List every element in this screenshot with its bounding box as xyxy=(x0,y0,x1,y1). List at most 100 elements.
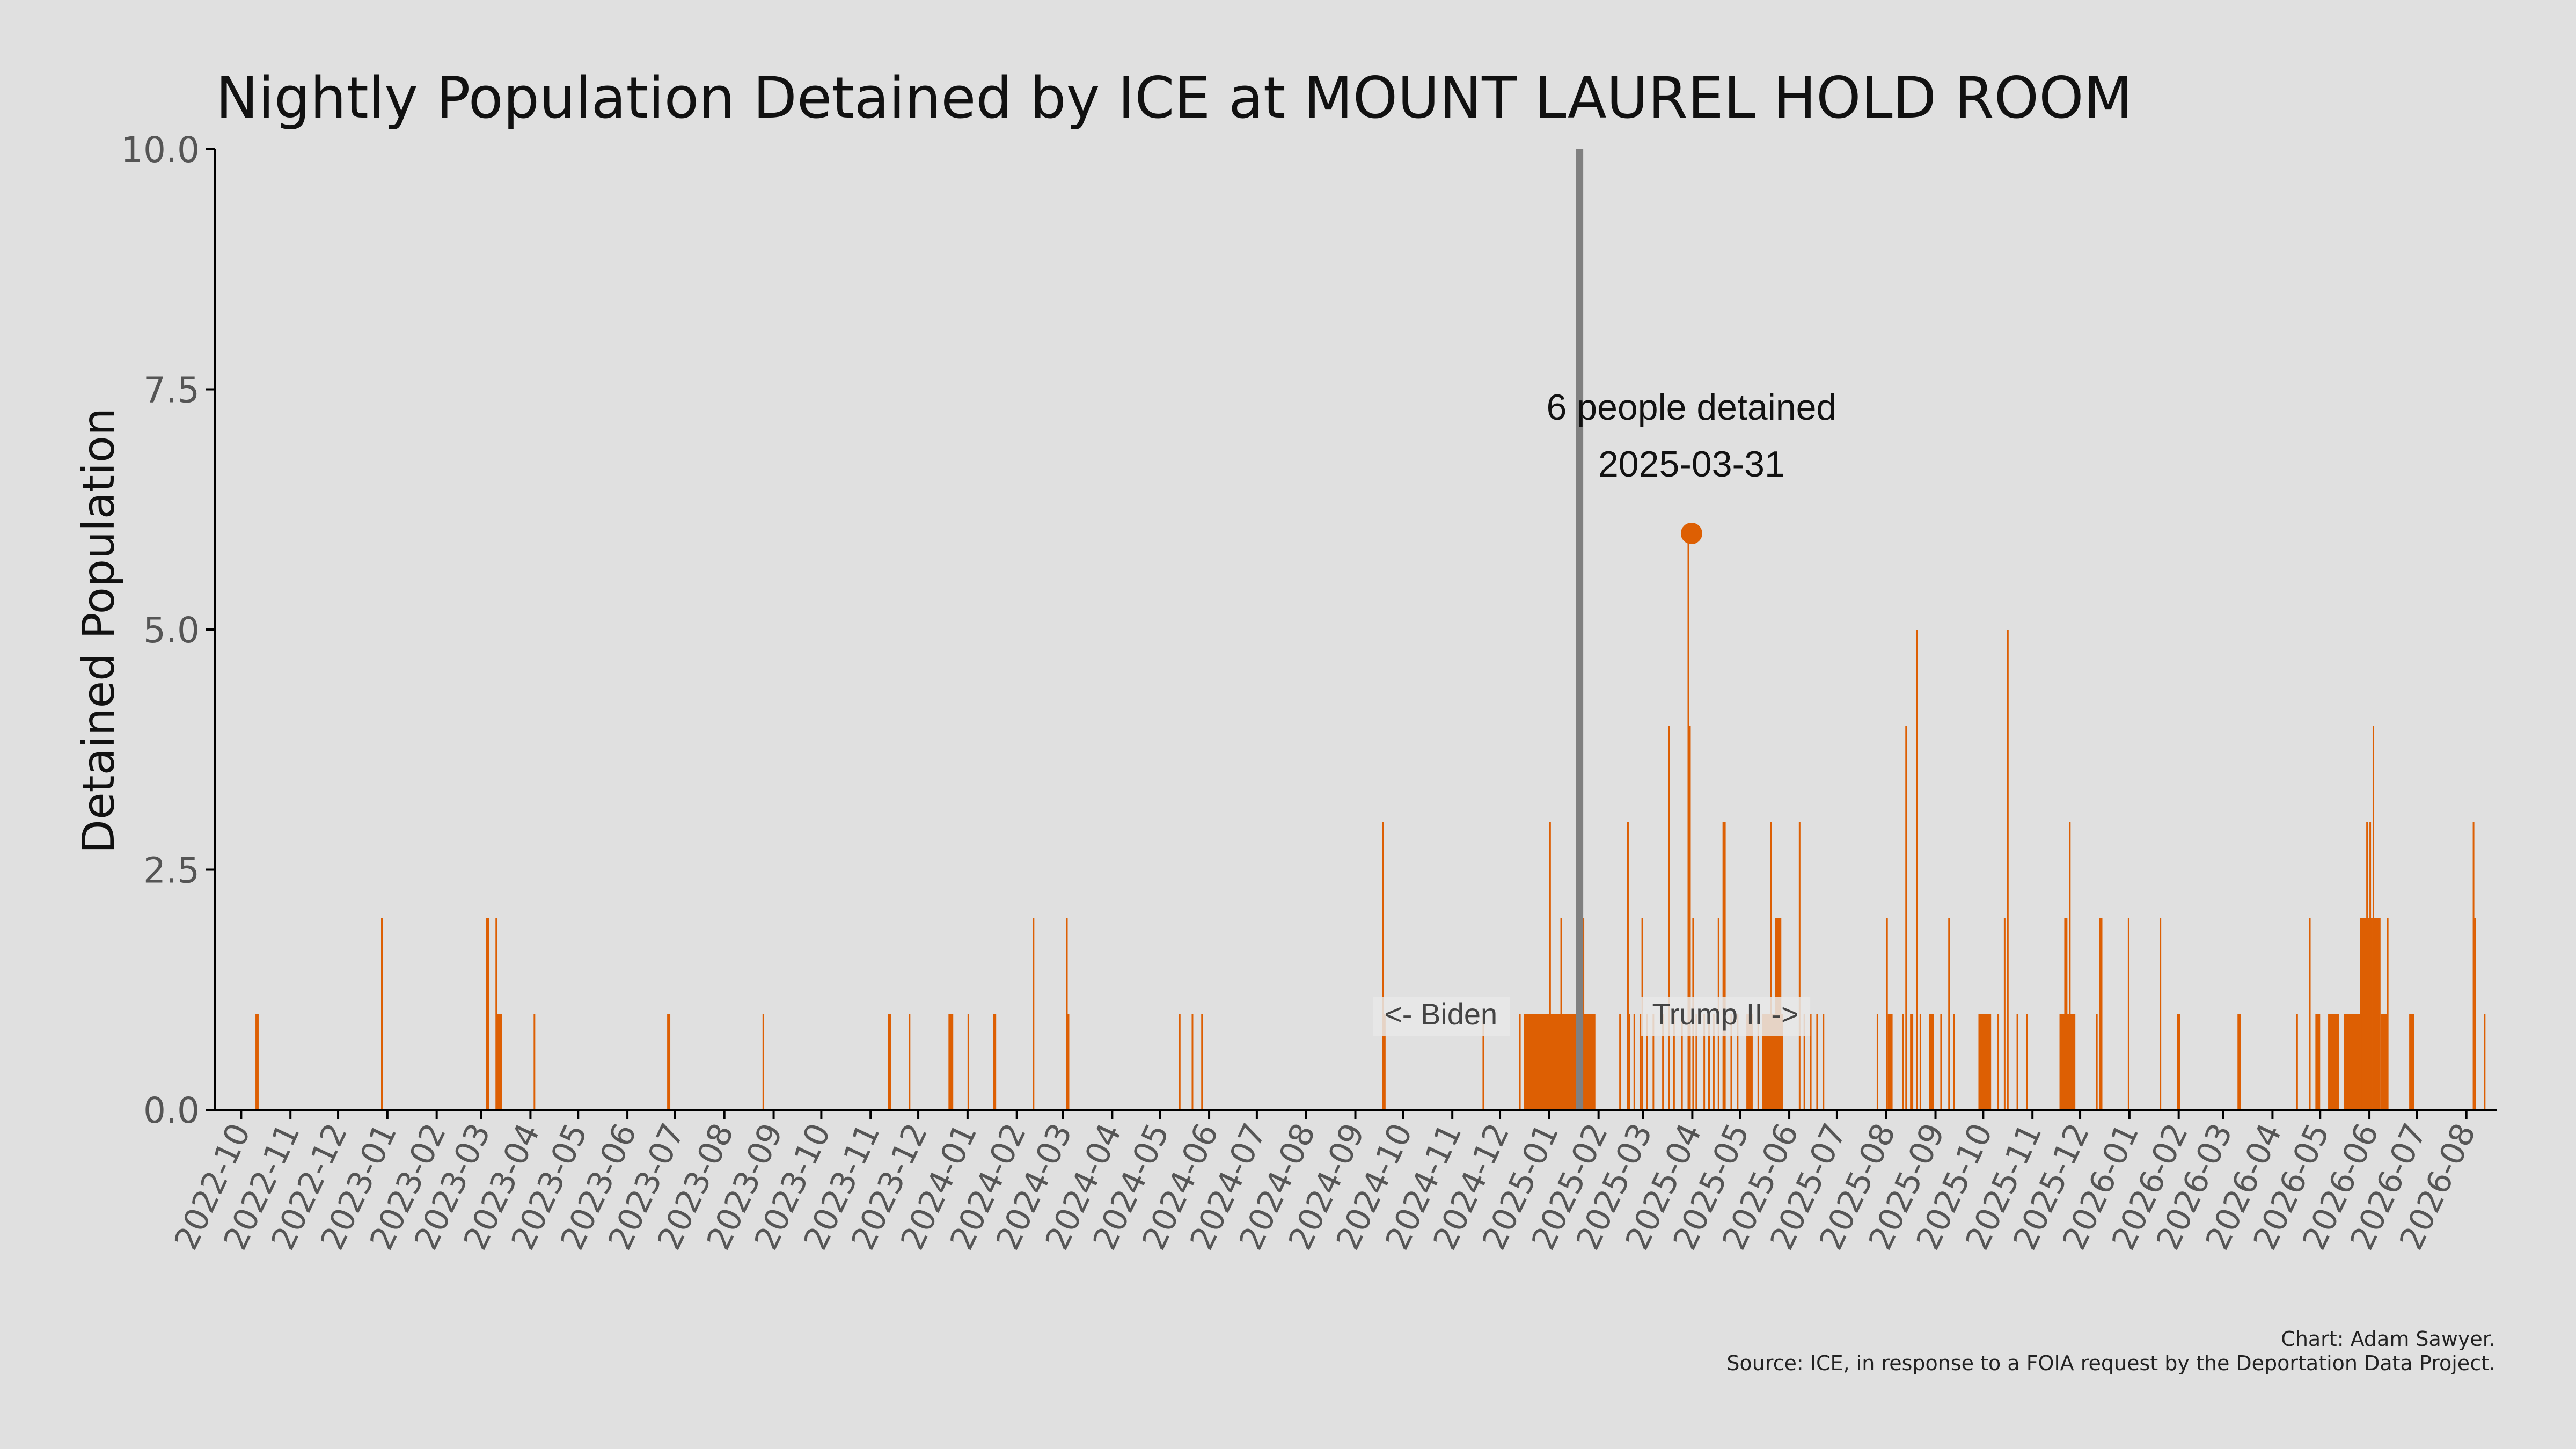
bar xyxy=(1482,1014,1484,1110)
bar xyxy=(1886,918,1888,1110)
bar xyxy=(495,918,497,1110)
bar xyxy=(1919,1014,1921,1110)
bar xyxy=(2309,918,2311,1110)
bar xyxy=(2472,822,2475,1110)
bar xyxy=(667,1014,671,1110)
bar xyxy=(381,918,383,1110)
bar xyxy=(1722,822,1726,1110)
bar xyxy=(1179,1014,1181,1110)
bar xyxy=(888,1014,891,1110)
bar xyxy=(1687,533,1689,1110)
bar xyxy=(2099,918,2103,1110)
bar xyxy=(1713,1014,1715,1110)
bar xyxy=(1737,1014,1739,1110)
bar xyxy=(1823,1014,1825,1110)
trump-era-label: Trump II -> xyxy=(1652,997,1798,1031)
bar xyxy=(2127,918,2129,1110)
y-axis-label: Detained Population xyxy=(74,408,125,853)
bar xyxy=(1905,726,1907,1110)
bar xyxy=(1730,1014,1732,1110)
bar xyxy=(1681,1014,1683,1110)
bar xyxy=(1627,822,1629,1110)
bar xyxy=(1978,1014,1992,1110)
bar xyxy=(2374,918,2381,1110)
bar xyxy=(2344,1014,2362,1110)
bar xyxy=(1953,1014,1955,1110)
peak-annotation-date: 2025-03-31 xyxy=(1598,444,1785,485)
bar xyxy=(1708,1014,1710,1110)
bar xyxy=(1201,1014,1203,1110)
biden-era-label: <- Biden xyxy=(1385,997,1497,1031)
bar xyxy=(2003,918,2006,1110)
bar xyxy=(1695,1014,1697,1110)
bar xyxy=(2059,1014,2076,1110)
bar xyxy=(1798,822,1801,1110)
bar xyxy=(497,1014,502,1110)
bar xyxy=(1940,1014,1942,1110)
bar xyxy=(1524,1014,1596,1110)
y-tick-label: 0.0 xyxy=(143,1090,200,1131)
peak-marker xyxy=(1680,523,1702,544)
bar xyxy=(1384,1014,1386,1110)
y-tick-label: 7.5 xyxy=(143,370,200,411)
bar xyxy=(2237,1014,2241,1110)
bar xyxy=(1916,630,1918,1110)
bar xyxy=(1703,1014,1706,1110)
bar xyxy=(1746,1014,1753,1110)
bar xyxy=(1633,1014,1635,1110)
bar xyxy=(1519,1014,1521,1110)
bar xyxy=(2160,918,2162,1110)
bar xyxy=(486,918,489,1110)
trump-label-background xyxy=(1641,997,1811,1036)
bar xyxy=(1902,1014,1904,1110)
chart-title: Nightly Population Detained by ICE at MO… xyxy=(216,65,2133,131)
bar xyxy=(2177,1014,2180,1110)
bar xyxy=(1770,822,1772,1110)
bar xyxy=(1803,1014,1805,1110)
y-tick-label: 2.5 xyxy=(143,850,200,891)
bar xyxy=(2096,1014,2098,1110)
bar xyxy=(993,1014,997,1110)
bar xyxy=(1067,1014,1070,1110)
bar xyxy=(1910,1014,1914,1110)
bar xyxy=(1876,1014,1878,1110)
bar xyxy=(1673,1014,1675,1110)
bar xyxy=(1646,1014,1648,1110)
bar xyxy=(1619,1014,1621,1110)
bar xyxy=(909,1014,911,1110)
bar xyxy=(2360,918,2373,1110)
bar xyxy=(2484,1014,2486,1110)
bars-layer xyxy=(255,533,2486,1110)
bar xyxy=(1689,726,1691,1110)
bar xyxy=(1948,918,1950,1110)
bar xyxy=(967,1014,969,1110)
bar xyxy=(1816,1014,1818,1110)
bar xyxy=(1382,822,1384,1110)
bar xyxy=(1549,822,1551,1110)
biden-label-background xyxy=(1373,997,1510,1036)
bar xyxy=(2474,918,2476,1110)
bar xyxy=(255,1014,259,1110)
bar xyxy=(1757,1014,1759,1110)
bar xyxy=(1997,1014,2000,1110)
bar xyxy=(762,1014,764,1110)
y-tick-label: 5.0 xyxy=(143,610,200,651)
bar xyxy=(533,1014,536,1110)
bar xyxy=(2380,1014,2387,1110)
bar xyxy=(1066,918,1068,1110)
bar xyxy=(2016,1014,2018,1110)
bar xyxy=(1668,726,1670,1110)
bar xyxy=(1887,1014,1893,1110)
bar xyxy=(1810,1014,1812,1110)
bar xyxy=(1662,1014,1664,1110)
bar xyxy=(2328,1014,2339,1110)
bar xyxy=(2409,1014,2414,1110)
bar xyxy=(1628,1014,1630,1110)
bar xyxy=(2069,822,2071,1110)
y-tick-label: 10.0 xyxy=(121,129,200,171)
bar xyxy=(2296,1014,2298,1110)
bar xyxy=(1191,1014,1194,1110)
bar xyxy=(1929,1014,1934,1110)
bar xyxy=(1640,1014,1642,1110)
